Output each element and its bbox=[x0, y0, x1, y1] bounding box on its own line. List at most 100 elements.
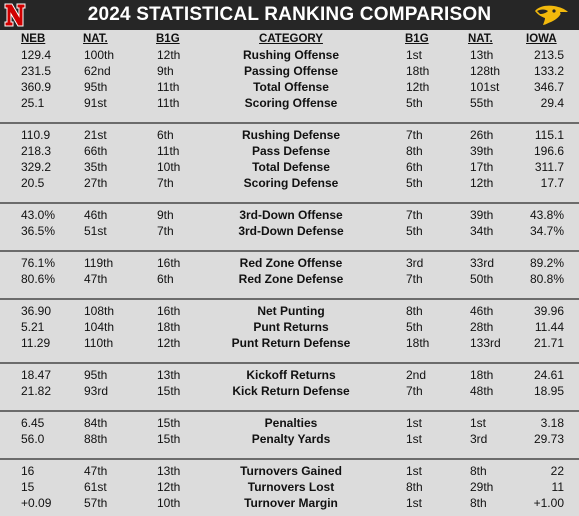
neb-value: 76.1% bbox=[21, 256, 56, 270]
neb-value: 25.1 bbox=[21, 96, 45, 110]
category-label: Scoring Defense bbox=[243, 176, 339, 190]
neb-value: 5.21 bbox=[21, 320, 45, 334]
col-neb: NEB bbox=[21, 33, 46, 45]
neb-b1g-rank: 11th bbox=[157, 80, 180, 94]
iowa-b1g-rank: 12th bbox=[406, 80, 430, 94]
iowa-national-rank: 28th bbox=[470, 320, 494, 334]
iowa-b1g-rank: 8th bbox=[406, 304, 423, 318]
neb-value: 36.90 bbox=[21, 304, 52, 318]
neb-b1g-rank: 7th bbox=[157, 224, 174, 238]
iowa-national-rank: 48th bbox=[470, 384, 494, 398]
iowa-b1g-rank: 5th bbox=[406, 224, 423, 238]
neb-value: 360.9 bbox=[21, 80, 52, 94]
iowa-b1g-rank: 7th bbox=[406, 208, 423, 222]
neb-b1g-rank: 18th bbox=[157, 320, 181, 334]
iowa-national-rank: 29th bbox=[470, 480, 494, 494]
col-iowa: IOWA bbox=[526, 33, 557, 45]
iowa-value: 21.71 bbox=[533, 336, 564, 350]
neb-national-rank: 84th bbox=[84, 416, 108, 430]
neb-national-rank: 61st bbox=[84, 480, 107, 494]
iowa-value: +1.00 bbox=[533, 496, 564, 510]
neb-national-rank: 62nd bbox=[84, 64, 111, 78]
neb-value: 110.9 bbox=[21, 128, 51, 142]
iowa-b1g-rank: 1st bbox=[406, 48, 423, 62]
neb-value: 218.3 bbox=[21, 144, 52, 158]
iowa-national-rank: 26th bbox=[470, 128, 494, 142]
iowa-value: 11.44 bbox=[534, 320, 564, 334]
neb-value: 11.29 bbox=[21, 336, 51, 350]
iowa-b1g-rank: 18th bbox=[406, 64, 430, 78]
category-label: Turnovers Lost bbox=[247, 480, 335, 494]
neb-national-rank: 110th bbox=[84, 336, 114, 350]
category-label: Turnover Margin bbox=[244, 496, 338, 510]
iowa-value: 115.1 bbox=[534, 128, 564, 142]
iowa-b1g-rank: 7th bbox=[406, 272, 423, 286]
table-row: 6.45 84th 15th Penalties 1st 1st 3.18 bbox=[0, 415, 579, 431]
section-divider bbox=[0, 458, 579, 460]
iowa-value: 22 bbox=[550, 464, 564, 478]
table-row: 18.47 95th 13th Kickoff Returns 2nd 18th 24.61 bbox=[0, 367, 579, 383]
category-label: 3rd-Down Offense bbox=[239, 208, 343, 222]
category-label: Net Punting bbox=[257, 304, 325, 318]
iowa-b1g-rank: 5th bbox=[406, 176, 423, 190]
iowa-national-rank: 13th bbox=[470, 48, 494, 62]
neb-national-rank: 95th bbox=[84, 368, 108, 382]
category-label: Total Offense bbox=[253, 80, 329, 94]
table-row: 15 61st 12th Turnovers Lost 8th 29th 11 bbox=[0, 479, 579, 495]
neb-value: 231.5 bbox=[21, 64, 52, 78]
iowa-b1g-rank: 8th bbox=[406, 480, 423, 494]
iowa-national-rank: 17th bbox=[470, 160, 494, 174]
neb-national-rank: 35th bbox=[84, 160, 108, 174]
iowa-national-rank: 8th bbox=[470, 496, 487, 510]
iowa-b1g-rank: 7th bbox=[406, 128, 423, 142]
table-row: 43.0% 46th 9th 3rd-Down Offense 7th 39th 43.8% bbox=[0, 207, 579, 223]
table-row: 80.6% 47th 6th Red Zone Defense 7th 50th 80.8% bbox=[0, 271, 579, 287]
section-divider bbox=[0, 362, 579, 364]
col-category: CATEGORY bbox=[259, 33, 323, 45]
table-row: 11.29 110th 12th Punt Return Defense 18th 133… bbox=[0, 335, 579, 351]
neb-value: 6.45 bbox=[21, 416, 45, 430]
neb-b1g-rank: 7th bbox=[157, 176, 174, 190]
iowa-b1g-rank: 8th bbox=[406, 144, 423, 158]
iowa-value: 39.96 bbox=[533, 304, 564, 318]
iowa-value: 89.2% bbox=[529, 256, 564, 270]
neb-national-rank: 47th bbox=[84, 464, 108, 478]
iowa-b1g-rank: 6th bbox=[406, 160, 423, 174]
neb-b1g-rank: 11th bbox=[157, 144, 180, 158]
iowa-b1g-rank: 5th bbox=[406, 96, 423, 110]
category-label: Punt Returns bbox=[253, 320, 329, 334]
table-row: 21.82 93rd 15th Kick Return Defense 7th 48th 1… bbox=[0, 383, 579, 399]
neb-national-rank: 21st bbox=[84, 128, 107, 142]
table-row: 16 47th 13th Turnovers Gained 1st 8th 22 bbox=[0, 463, 579, 479]
category-label: Pass Defense bbox=[251, 144, 331, 158]
col-neb-nat: NAT. bbox=[83, 33, 108, 45]
neb-b1g-rank: 13th bbox=[157, 368, 181, 382]
nebraska-n-logo bbox=[4, 3, 26, 27]
neb-national-rank: 51st bbox=[84, 224, 107, 238]
neb-national-rank: 119th bbox=[84, 256, 114, 270]
neb-value: 129.4 bbox=[21, 48, 52, 62]
iowa-national-rank: 46th bbox=[470, 304, 494, 318]
table-row: 20.5 27th 7th Scoring Defense 5th 12th 17.7 bbox=[0, 175, 579, 191]
category-label: Turnovers Gained bbox=[240, 464, 342, 478]
neb-value: 18.47 bbox=[21, 368, 52, 382]
table-row: 329.2 35th 10th Total Defense 6th 17th 311.7 bbox=[0, 159, 579, 175]
iowa-value: 18.95 bbox=[533, 384, 564, 398]
neb-national-rank: 27th bbox=[84, 176, 108, 190]
title-bar: 2024 STATISTICAL RANKING COMPARISON bbox=[0, 0, 579, 30]
iowa-b1g-rank: 1st bbox=[406, 496, 423, 510]
col-iowa-nat: NAT. bbox=[468, 33, 493, 45]
iowa-value: 196.6 bbox=[533, 144, 564, 158]
iowa-value: 213.5 bbox=[533, 48, 564, 62]
neb-b1g-rank: 12th bbox=[157, 48, 181, 62]
table-row: 36.5% 51st 7th 3rd-Down Defense 5th 34th 34.7% bbox=[0, 223, 579, 239]
iowa-value: 24.61 bbox=[533, 368, 564, 382]
iowa-b1g-rank: 1st bbox=[406, 432, 423, 446]
iowa-national-rank: 8th bbox=[470, 464, 487, 478]
iowa-national-rank: 18th bbox=[470, 368, 494, 382]
neb-value: 56.0 bbox=[21, 432, 45, 446]
iowa-national-rank: 33rd bbox=[470, 256, 495, 270]
iowa-b1g-rank: 18th bbox=[406, 336, 430, 350]
neb-b1g-rank: 15th bbox=[157, 432, 181, 446]
